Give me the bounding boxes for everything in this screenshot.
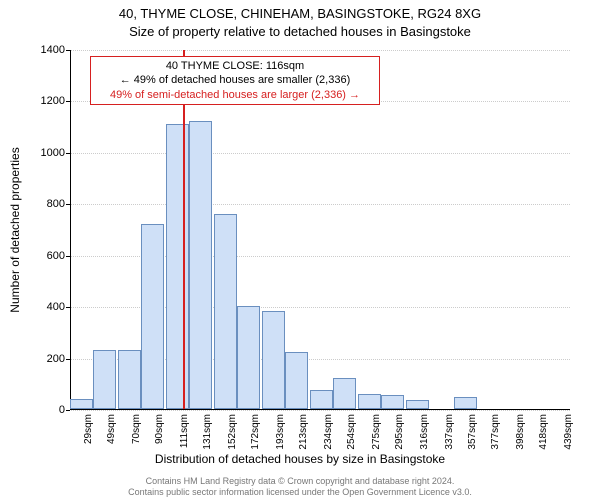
histogram-bar [285,352,308,409]
xtick-label: 234sqm [323,414,334,474]
ytick-mark [66,101,70,102]
xtick-label: 193sqm [275,414,286,474]
xtick-label: 172sqm [250,414,261,474]
xtick-label: 213sqm [298,414,309,474]
xtick-label: 316sqm [419,414,430,474]
gridline [71,204,570,205]
footer-line2: Contains public sector information licen… [0,487,600,498]
histogram-bar [70,399,93,409]
ytick-label: 0 [25,404,65,416]
xtick-label: 29sqm [83,414,94,474]
ytick-label: 1400 [25,44,65,56]
histogram-bar [454,397,477,409]
xtick-label: 254sqm [346,414,357,474]
ytick-label: 400 [25,301,65,313]
xtick-label: 377sqm [490,414,501,474]
histogram-bar [166,124,189,409]
chart-container: 40, THYME CLOSE, CHINEHAM, BASINGSTOKE, … [0,0,600,500]
histogram-bar [189,121,212,409]
xtick-label: 152sqm [227,414,238,474]
ytick-label: 200 [25,353,65,365]
histogram-bar [358,394,381,409]
callout-line1: 40 THYME CLOSE: 116sqm [97,59,373,73]
gridline [71,153,570,154]
ytick-mark [66,204,70,205]
ytick-label: 800 [25,198,65,210]
histogram-bar [93,350,116,409]
ytick-label: 600 [25,250,65,262]
ytick-mark [66,359,70,360]
ytick-label: 1000 [25,147,65,159]
xtick-label: 337sqm [444,414,455,474]
xtick-label: 295sqm [394,414,405,474]
callout-box: 40 THYME CLOSE: 116sqm ← 49% of detached… [90,56,380,105]
xtick-label: 357sqm [467,414,478,474]
histogram-bar [333,378,356,409]
ytick-mark [66,50,70,51]
ytick-mark [66,307,70,308]
footer: Contains HM Land Registry data © Crown c… [0,476,600,498]
xtick-label: 90sqm [154,414,165,474]
chart-title-address: 40, THYME CLOSE, CHINEHAM, BASINGSTOKE, … [0,6,600,21]
histogram-bar [237,306,260,409]
y-axis-label: Number of detached properties [8,147,22,312]
histogram-bar [406,400,429,409]
ytick-mark [66,256,70,257]
xtick-label: 398sqm [515,414,526,474]
histogram-bar [310,390,333,409]
xtick-label: 70sqm [131,414,142,474]
gridline [71,410,570,411]
histogram-bar [381,395,404,409]
chart-subtitle: Size of property relative to detached ho… [0,24,600,39]
xtick-label: 131sqm [202,414,213,474]
footer-line1: Contains HM Land Registry data © Crown c… [0,476,600,487]
ytick-mark [66,410,70,411]
callout-line3: 49% of semi-detached houses are larger (… [97,88,373,102]
histogram-bar [214,214,237,409]
xtick-label: 418sqm [538,414,549,474]
ytick-label: 1200 [25,95,65,107]
xtick-label: 275sqm [371,414,382,474]
histogram-bar [118,350,141,409]
histogram-bar [141,224,164,409]
xtick-label: 439sqm [563,414,574,474]
ytick-mark [66,153,70,154]
xtick-label: 111sqm [179,414,190,474]
histogram-bar [262,311,285,409]
callout-line2: ← 49% of detached houses are smaller (2,… [97,73,373,87]
xtick-label: 49sqm [106,414,117,474]
gridline [71,50,570,51]
